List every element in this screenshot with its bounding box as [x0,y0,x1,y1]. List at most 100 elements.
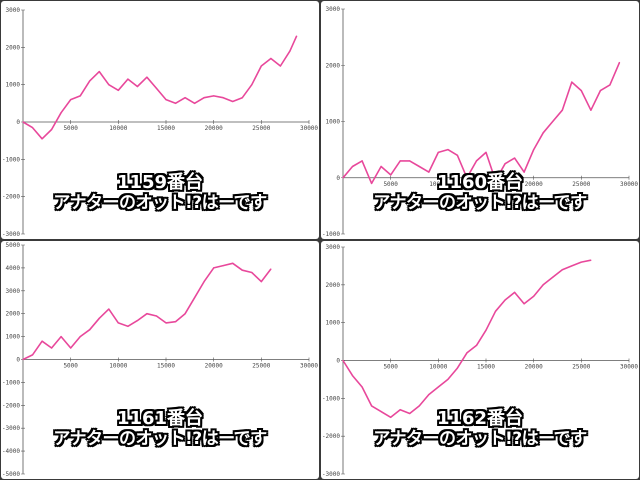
data-point [232,100,234,103]
chart-subtitle: アナターのオット!?はーです [373,428,587,449]
data-point [447,149,449,151]
y-tick-label: 3000 [326,6,341,13]
data-point [609,84,611,86]
x-tick-label: 20000 [525,181,543,188]
data-point [504,299,506,301]
data-point [98,317,100,319]
x-tick-label: 20000 [205,363,223,370]
data-point [523,171,525,173]
caption-1161: 1161番台 アナターのオット!?はーです [1,408,319,449]
data-point [155,315,158,317]
y-tick-label: 1000 [6,334,21,341]
data-point [437,151,439,154]
data-point [523,303,525,305]
data-point [60,336,62,338]
data-point [117,89,119,91]
y-tick-label: 0 [16,119,20,126]
y-tick-label: -1000 [322,395,340,402]
x-tick-label: 10000 [429,364,447,371]
data-point [428,393,430,396]
y-tick-label: -1000 [322,231,340,238]
data-point [466,177,468,179]
x-tick-label: 20000 [525,364,543,371]
data-point [475,344,478,346]
data-point [618,61,621,64]
data-point [241,97,243,99]
data-point [342,177,344,179]
data-point [203,97,205,99]
data-point [289,50,291,52]
x-tick-label: 15000 [477,364,495,371]
series-line [22,262,272,361]
x-tick-label: 10000 [109,363,127,370]
y-tick-label: 5000 [6,242,21,249]
y-tick-label: -3000 [2,231,20,238]
y-tick-label: 2000 [326,282,341,289]
caption-1162: 1162番台 アナターのオット!?はーです [321,408,639,449]
caption-1160: 1160番台 アナターのオット!?はーです [321,172,639,213]
data-point [580,89,582,92]
data-point [41,138,43,140]
x-tick-label: 10000 [109,125,127,132]
data-point [79,95,81,97]
data-point [428,171,430,173]
x-tick-label: 25000 [572,181,590,188]
data-point [270,57,272,60]
y-tick-label: -3000 [2,425,20,432]
data-point [260,281,262,283]
y-tick-label: 2000 [6,311,21,318]
data-point [146,76,148,78]
data-point [51,128,53,131]
series-line [22,35,298,140]
x-tick-label: 25000 [252,125,270,132]
data-point [146,313,148,315]
data-point [437,386,439,388]
data-point [41,340,43,342]
chart-subtitle: アナターのオット!?はーです [373,192,587,213]
y-tick-label: 0 [336,358,340,365]
data-point [380,165,382,168]
data-point [174,102,177,104]
data-point [184,313,186,315]
data-point [296,35,298,37]
y-tick-label: 1000 [6,82,21,89]
data-point [184,97,186,99]
data-point [98,71,100,73]
data-point [108,308,110,310]
data-point [31,127,34,129]
data-point [260,65,262,67]
data-point [494,310,497,312]
x-tick-label: 30000 [300,363,318,370]
data-point [51,347,53,349]
data-point [89,80,91,82]
caption-1159: 1159番台 アナターのオット!?はーです [1,172,319,213]
data-point [22,358,24,361]
y-tick-label: 0 [16,357,20,364]
data-point [494,179,497,182]
data-point [351,165,354,168]
y-tick-label: 1000 [326,320,341,327]
line-chart-1161: -5000 -4000 -3000 -2000 -1000 0 1000 2000 3000 40… [2,242,318,478]
data-point [203,281,205,283]
data-point [60,112,62,114]
data-point [561,269,563,271]
data-point [251,84,253,86]
data-point [552,120,554,123]
chart-panel-1161: -5000 -4000 -3000 -2000 -1000 0 1000 2000 3000 40… [1,241,319,479]
data-point [270,268,272,270]
x-tick-label: 15000 [157,125,175,132]
data-point [571,81,573,83]
y-tick-label: -3000 [322,471,340,478]
chart-title: 1161番台 [116,408,204,429]
data-point [117,322,119,324]
data-point [361,160,363,162]
series-line [342,62,621,185]
chart-subtitle: アナターのオット!?はーです [53,192,267,213]
chart-title: 1162番台 [436,408,524,429]
data-point [485,329,487,331]
data-point [70,99,72,101]
data-point [241,269,243,271]
y-tick-label: 3000 [326,244,341,251]
data-point [222,97,224,99]
data-point [599,89,601,92]
